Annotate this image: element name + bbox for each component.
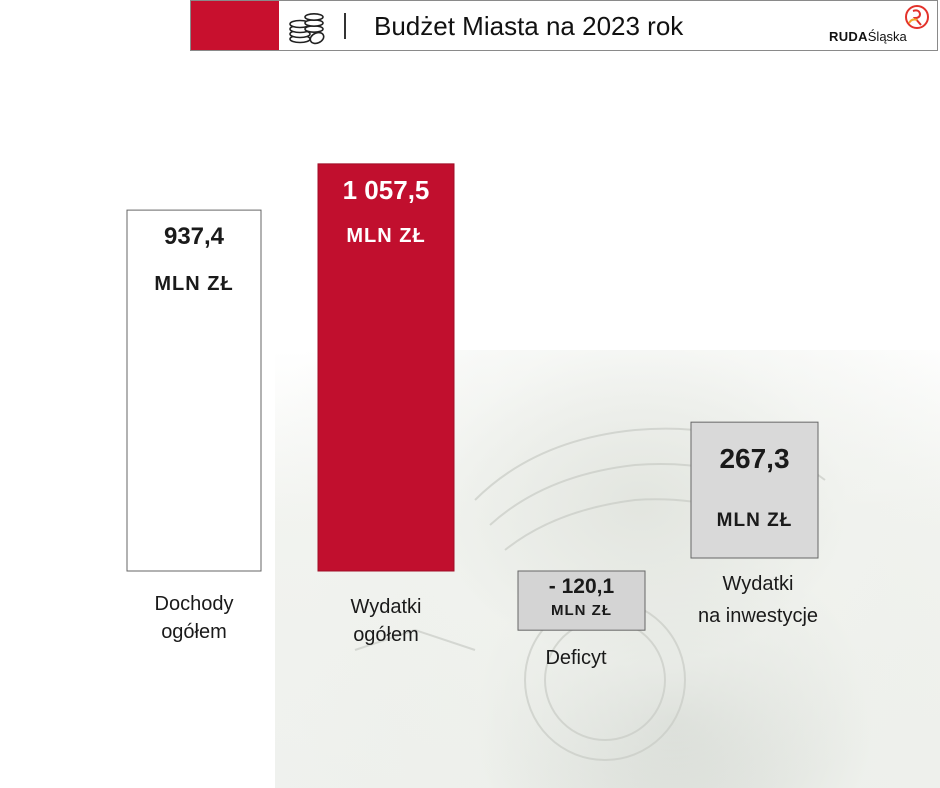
bar-value-label-0: 937,4 xyxy=(164,223,225,250)
bar-unit-label-0: MLN ZŁ xyxy=(154,273,233,295)
header-accent-block xyxy=(191,1,279,50)
bar-3 xyxy=(690,421,819,559)
bar-2 xyxy=(517,570,646,631)
category-label-3-1: na inwestycje xyxy=(698,605,818,627)
category-label-2-0: Deficyt xyxy=(545,647,607,669)
city-logo-text: RUDAŚląska xyxy=(829,29,907,44)
bar-value-label-1: 1 057,5 xyxy=(343,175,430,205)
category-label-3-0: Wydatki xyxy=(723,573,794,595)
bar-unit-label-3: MLN ZŁ xyxy=(717,510,793,531)
bar-value-label-3: 267,3 xyxy=(719,443,789,474)
page-title: Budżet Miasta na 2023 rok xyxy=(374,11,684,41)
logo-bold: RUDA xyxy=(829,29,868,44)
bar-1 xyxy=(317,163,455,572)
coins-stack-icon xyxy=(289,13,325,45)
city-logo-icon xyxy=(905,5,929,29)
bar-0 xyxy=(126,209,262,572)
bar-value-label-2: - 120,1 xyxy=(549,575,615,598)
slide-header: Budżet Miasta na 2023 rok RUDAŚląska xyxy=(190,0,938,51)
bar-unit-label-2: MLN ZŁ xyxy=(551,602,612,619)
bar-unit-label-1: MLN ZŁ xyxy=(346,225,425,247)
category-label-1-1: ogółem xyxy=(353,624,419,646)
header-separator xyxy=(344,13,346,39)
logo-rest: Śląska xyxy=(867,29,907,44)
category-label-1-0: Wydatki xyxy=(351,596,422,618)
category-label-0-0: Dochody xyxy=(155,593,234,615)
category-label-0-1: ogółem xyxy=(161,621,227,643)
